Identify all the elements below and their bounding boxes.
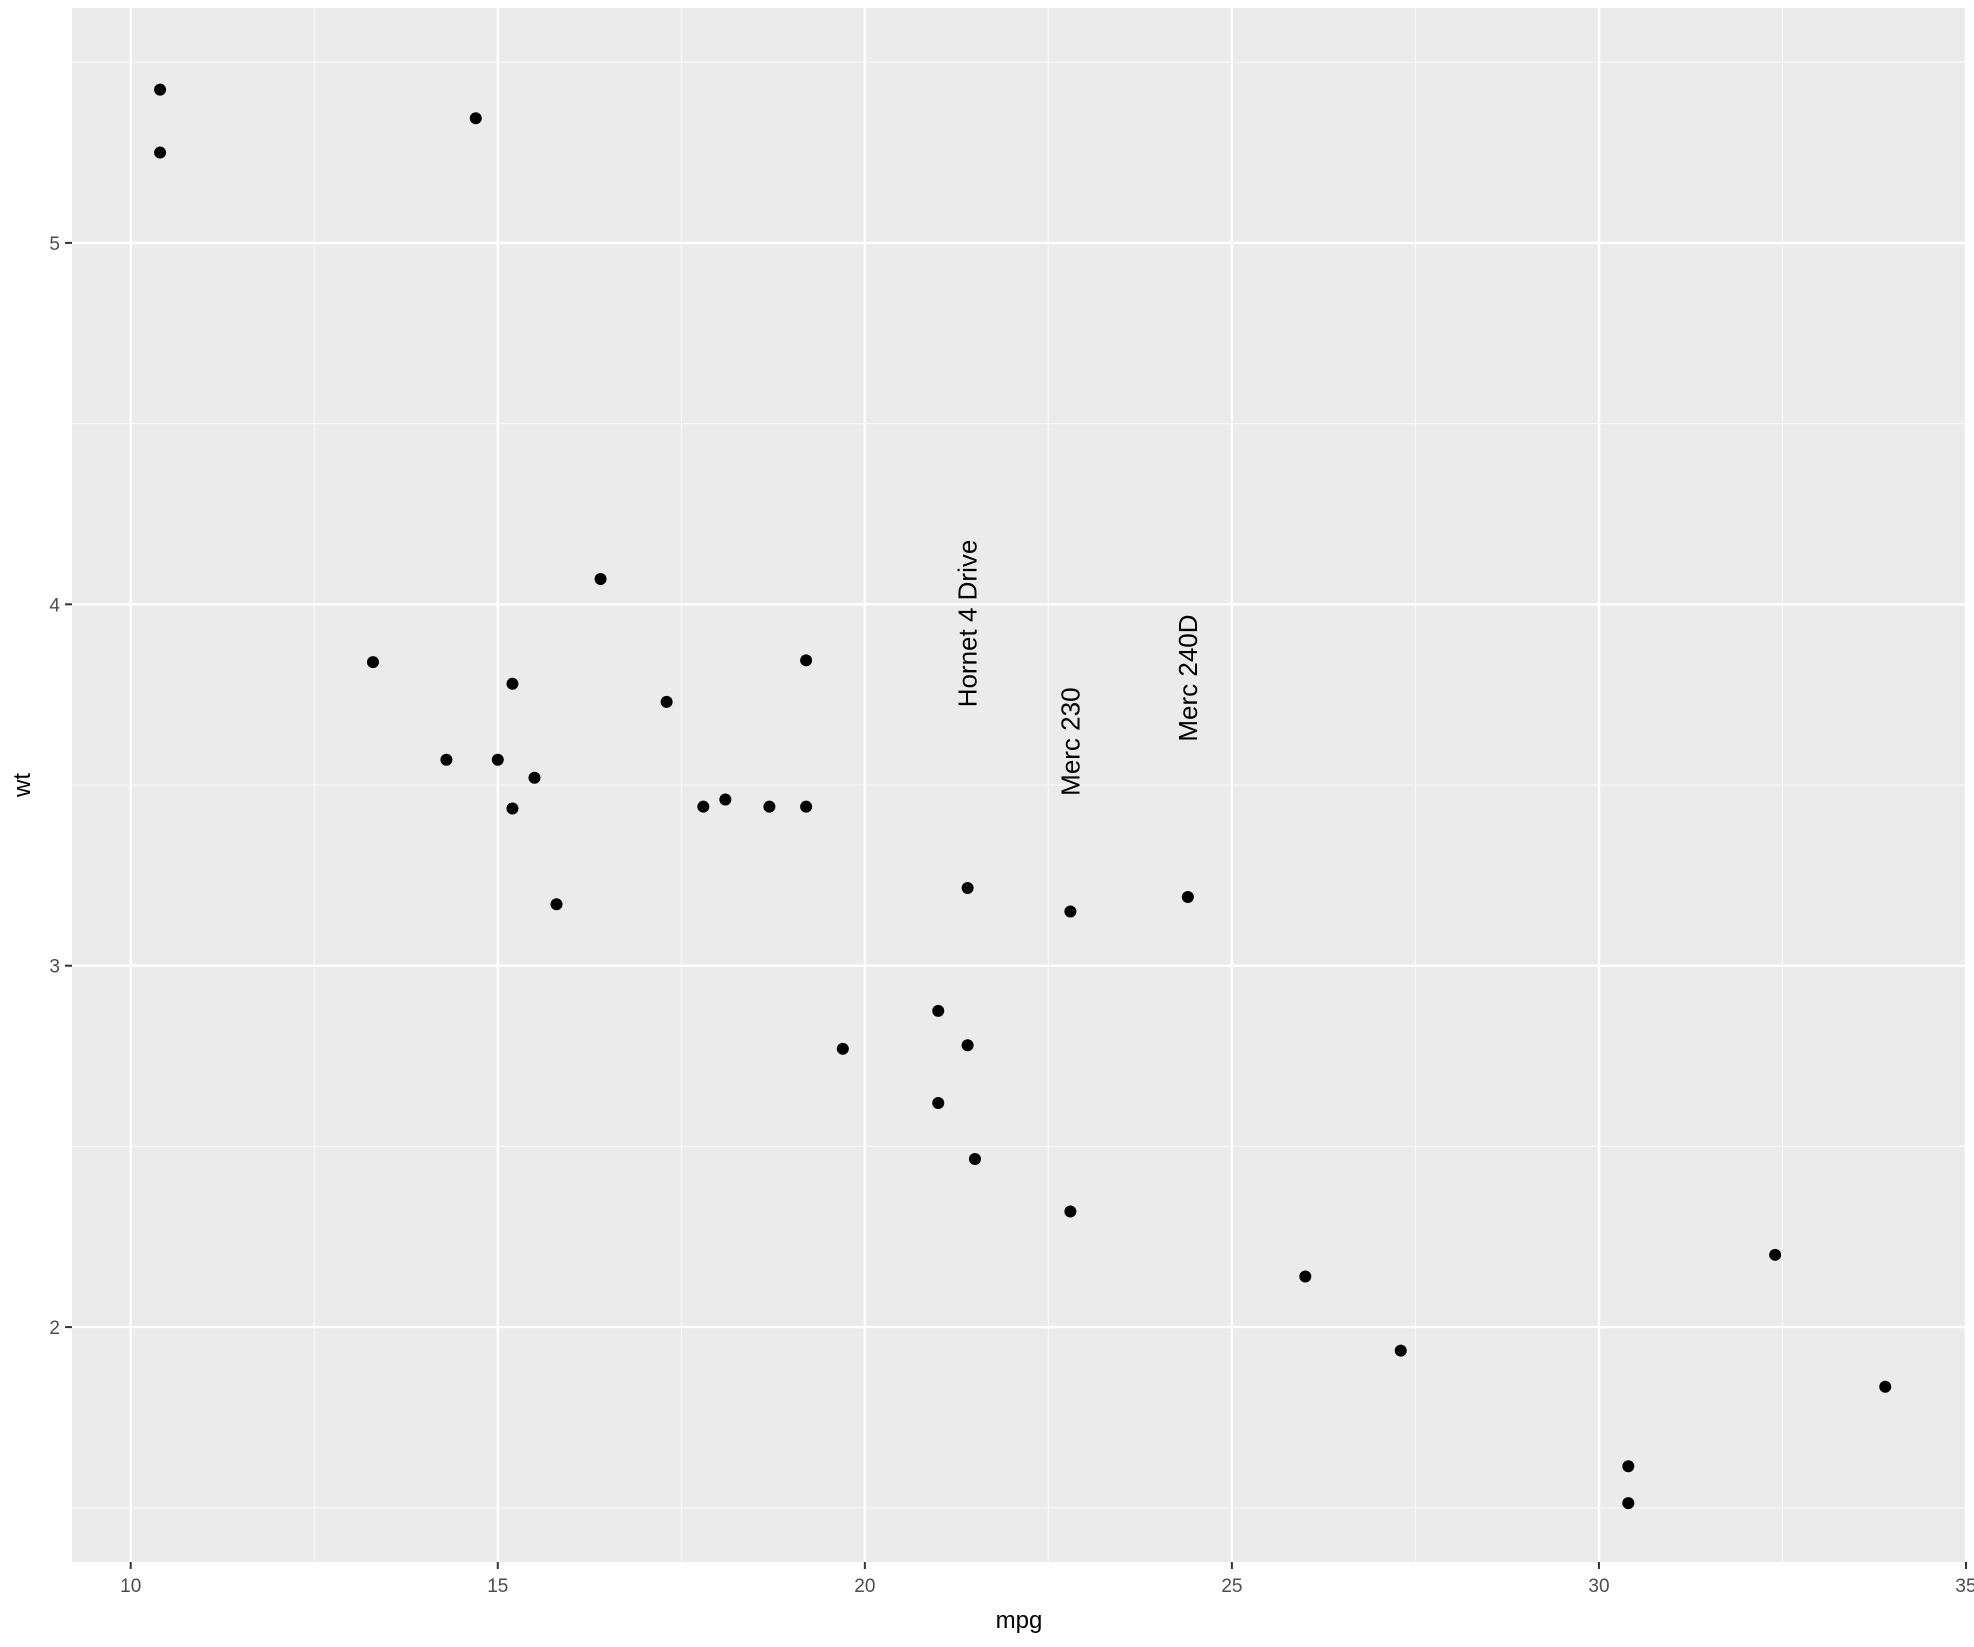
major-gridlines <box>72 8 1968 1562</box>
data-point <box>719 793 732 806</box>
point-annotation-label: Merc 240D <box>1173 614 1203 741</box>
data-point <box>1879 1380 1892 1393</box>
y-axis-title: wt <box>9 773 36 798</box>
data-point <box>1769 1248 1782 1261</box>
minor-gridlines <box>72 8 1966 1562</box>
data-point <box>763 800 776 813</box>
data-point <box>1622 1497 1635 1510</box>
data-point <box>932 1097 945 1110</box>
data-point <box>491 753 504 766</box>
data-point <box>1299 1270 1312 1283</box>
x-tick-label: 10 <box>120 1576 141 1597</box>
data-point <box>366 656 379 669</box>
data-point <box>800 800 813 813</box>
axis-ticks <box>65 241 1967 1569</box>
x-tick-label: 20 <box>854 1576 875 1597</box>
data-point <box>660 695 673 708</box>
data-point <box>836 1042 849 1055</box>
data-point <box>506 677 519 690</box>
x-tick-label: 15 <box>487 1576 508 1597</box>
data-point <box>968 1153 981 1166</box>
point-annotation-label: Merc 230 <box>1055 687 1085 795</box>
data-point <box>550 898 563 911</box>
data-point <box>1394 1344 1407 1357</box>
data-points <box>154 83 1892 1510</box>
data-point <box>1622 1460 1635 1473</box>
point-annotations: Hornet 4 Drive Merc 230 Merc 240D <box>953 540 1203 796</box>
x-axis-title: mpg <box>996 1607 1043 1634</box>
data-point <box>154 83 167 96</box>
y-tick-label: 3 <box>49 957 60 978</box>
data-point <box>961 1039 974 1052</box>
y-tick-label: 2 <box>49 1318 60 1339</box>
x-tick-label: 25 <box>1221 1576 1242 1597</box>
data-point <box>961 881 974 894</box>
y-axis-tick-labels: 2 3 4 5 <box>49 234 60 1339</box>
data-point <box>528 771 541 784</box>
y-tick-label: 4 <box>49 595 60 616</box>
data-point <box>1064 1205 1077 1218</box>
x-tick-label: 30 <box>1588 1576 1609 1597</box>
x-axis-tick-labels: 10 15 20 25 30 35 <box>120 1576 1974 1597</box>
x-tick-label: 35 <box>1955 1576 1974 1597</box>
data-point <box>154 146 167 159</box>
data-point <box>469 112 482 125</box>
data-point <box>440 753 453 766</box>
y-tick-label: 5 <box>49 234 60 255</box>
data-point <box>1181 891 1194 904</box>
point-annotation-label: Hornet 4 Drive <box>953 540 983 708</box>
data-point <box>506 802 519 815</box>
data-point <box>697 800 710 813</box>
data-point <box>932 1004 945 1017</box>
data-point <box>594 573 607 586</box>
data-point <box>1064 905 1077 918</box>
data-point <box>800 654 813 667</box>
